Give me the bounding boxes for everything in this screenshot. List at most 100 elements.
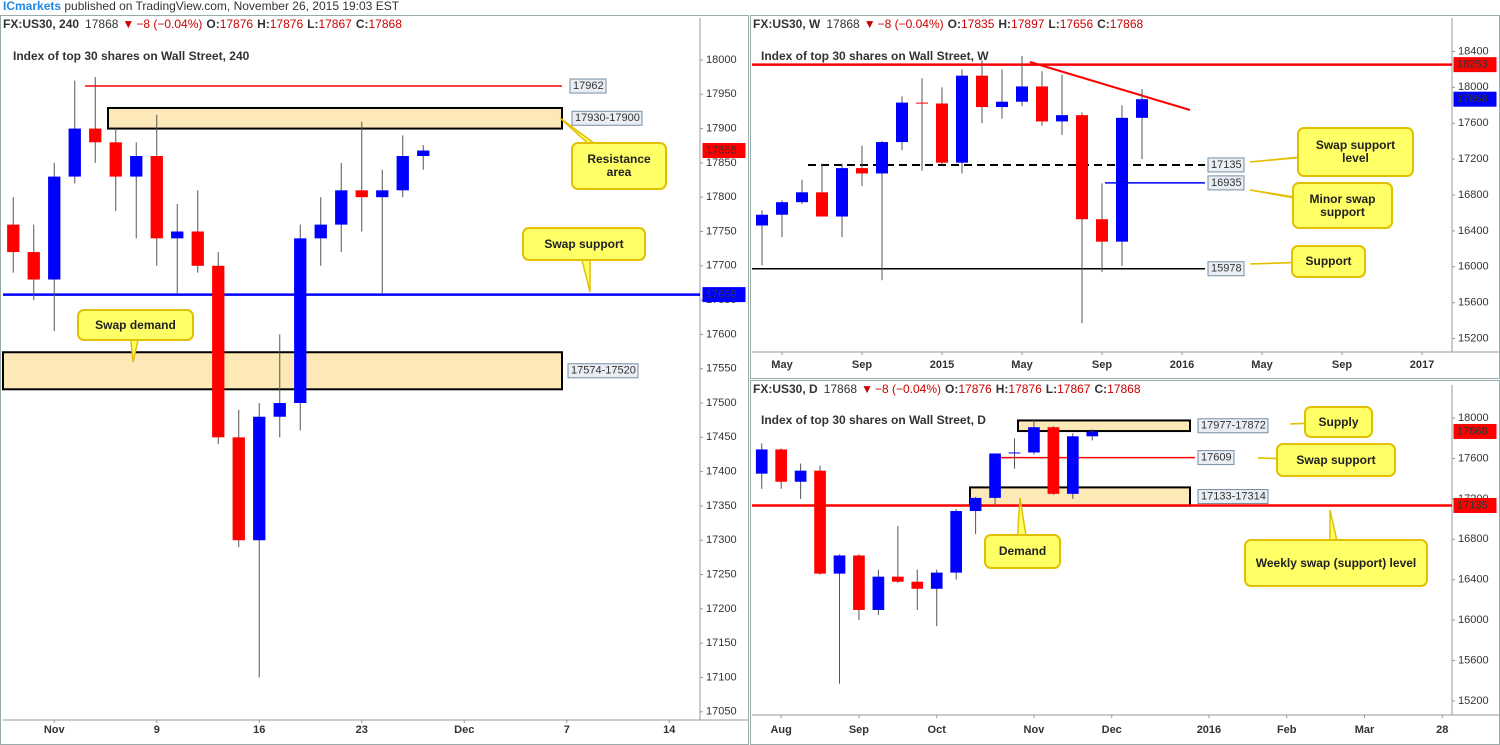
quote-value: 17876 (220, 17, 254, 31)
callout-box (1276, 443, 1396, 477)
level-label-box (569, 78, 607, 94)
x-tick-label: Sep (849, 724, 869, 736)
zone (1017, 419, 1191, 433)
level-label-box (1453, 57, 1497, 73)
quote-key: L: (307, 17, 318, 31)
callout-box (1297, 127, 1414, 177)
callout-box (1304, 406, 1373, 438)
y-tick-label: 17600 (706, 328, 737, 340)
quote-value: 17876 (270, 17, 304, 31)
candle-body (1136, 99, 1148, 118)
brand[interactable]: ICmarkets (3, 0, 61, 13)
candle-body (833, 555, 846, 574)
last-price-box (1453, 91, 1497, 107)
callout: Swap support level (1316, 139, 1395, 165)
quote-key: L: (1048, 17, 1059, 31)
candle-body (355, 190, 368, 198)
level-label: 15978 (1211, 263, 1242, 275)
quote-key: O: (945, 382, 958, 396)
chart-header: FX:US30, W 17868 ▼ −8 (−0.04%) O:17835 H:1789… (753, 17, 1143, 31)
chart-title: Index of top 30 shares on Wall Street, 2… (13, 49, 250, 63)
x-tick-label: May (1251, 359, 1273, 371)
callout: Resistance area (587, 152, 651, 179)
candle-body (876, 142, 888, 174)
y-tick-label: 17500 (706, 397, 737, 409)
y-tick-label: 18400 (1458, 45, 1489, 57)
y-tick-label: 15600 (1458, 654, 1489, 666)
chart-title: Index of top 30 shares on Wall Street, D (761, 413, 986, 427)
quote-key: H: (257, 17, 270, 31)
quote-key: C: (1097, 17, 1110, 31)
y-tick-label: 16800 (1458, 533, 1489, 545)
x-tick-label: Sep (1332, 359, 1352, 371)
quote-value: 17868 (1110, 17, 1144, 31)
candle-body (911, 581, 924, 589)
x-tick-label: 14 (663, 724, 676, 736)
callout-text: Swap demand (95, 317, 176, 332)
last-price: 17868 (1457, 425, 1488, 437)
zone (969, 486, 1191, 507)
y-tick-label: 17600 (1458, 452, 1489, 464)
trendline (1029, 61, 1191, 111)
y-tick-label: 17350 (706, 500, 737, 512)
callout-text: Demand (998, 544, 1047, 558)
level-label-box (1197, 450, 1235, 466)
x-tick-label: 23 (356, 724, 368, 736)
x-tick-label: 9 (154, 724, 160, 736)
candle-body (956, 75, 968, 163)
last-value: 17868 (824, 382, 858, 396)
y-tick-label: 17100 (706, 671, 737, 683)
symbol: FX:US30, W (753, 17, 821, 31)
y-tick-label: 16800 (1458, 189, 1489, 201)
level-label: 17135 (1457, 499, 1488, 511)
callout-box (1292, 182, 1393, 229)
y-tick-label: 16400 (1458, 574, 1489, 586)
x-tick-label: Feb (1277, 724, 1297, 736)
x-tick-label: 16 (253, 724, 265, 736)
zone-label-box (571, 110, 643, 126)
quote-key: C: (356, 17, 369, 31)
x-tick-label: Dec (1102, 724, 1122, 736)
candle-body (294, 238, 307, 404)
callout-text: Resistance area (587, 152, 651, 179)
quote-value: 17656 (1060, 17, 1094, 31)
x-tick-label: 7 (564, 724, 570, 736)
level-label: 17609 (1201, 452, 1232, 464)
x-tick-label: 28 (1436, 724, 1448, 736)
level-label-box (1207, 261, 1245, 277)
chart-header: FX:US30, 240 17868 ▼ −8 (−0.04%) O:17876 H:17… (3, 17, 402, 31)
candle-body (335, 190, 348, 225)
zone-label: 17574-17520 (571, 365, 636, 377)
symbol: FX:US30, D (753, 382, 818, 396)
zone-label: 17133-17314 (1201, 490, 1266, 502)
quote-value: 17867 (1057, 382, 1091, 396)
y-tick-label: 17200 (706, 603, 737, 615)
zone (107, 106, 563, 130)
x-tick-label: Nov (1024, 724, 1046, 736)
y-tick-label: 17750 (706, 225, 737, 237)
publish-info: published on TradingView.com, November 2… (64, 0, 399, 13)
x-tick-label: 2016 (1170, 359, 1194, 371)
callout-box (1244, 539, 1428, 587)
level-label-box (1453, 497, 1497, 513)
candle-body (836, 168, 848, 217)
callout: Supply (1318, 414, 1359, 429)
change: −8 (−0.04%) (878, 17, 944, 31)
candle-body (996, 101, 1008, 108)
callout: Swap support (1296, 453, 1375, 466)
candle-body (314, 224, 327, 239)
top-bar: ICmarkets published on TradingView.com, … (3, 0, 400, 13)
x-tick-label: Oct (928, 724, 947, 736)
level-label-box (1207, 175, 1245, 191)
callout-text: Supply (1318, 414, 1359, 429)
chart-title: Index of top 30 shares on Wall Street, W (761, 49, 989, 63)
x-tick-label: Nov (44, 724, 66, 736)
level-label: 18253 (1457, 59, 1488, 71)
callout-box (77, 309, 194, 341)
candle-body (376, 190, 389, 198)
candle-body (916, 102, 928, 104)
callout: Support (1306, 255, 1352, 268)
candle-body (755, 449, 768, 474)
quote-key: L: (1046, 382, 1057, 396)
